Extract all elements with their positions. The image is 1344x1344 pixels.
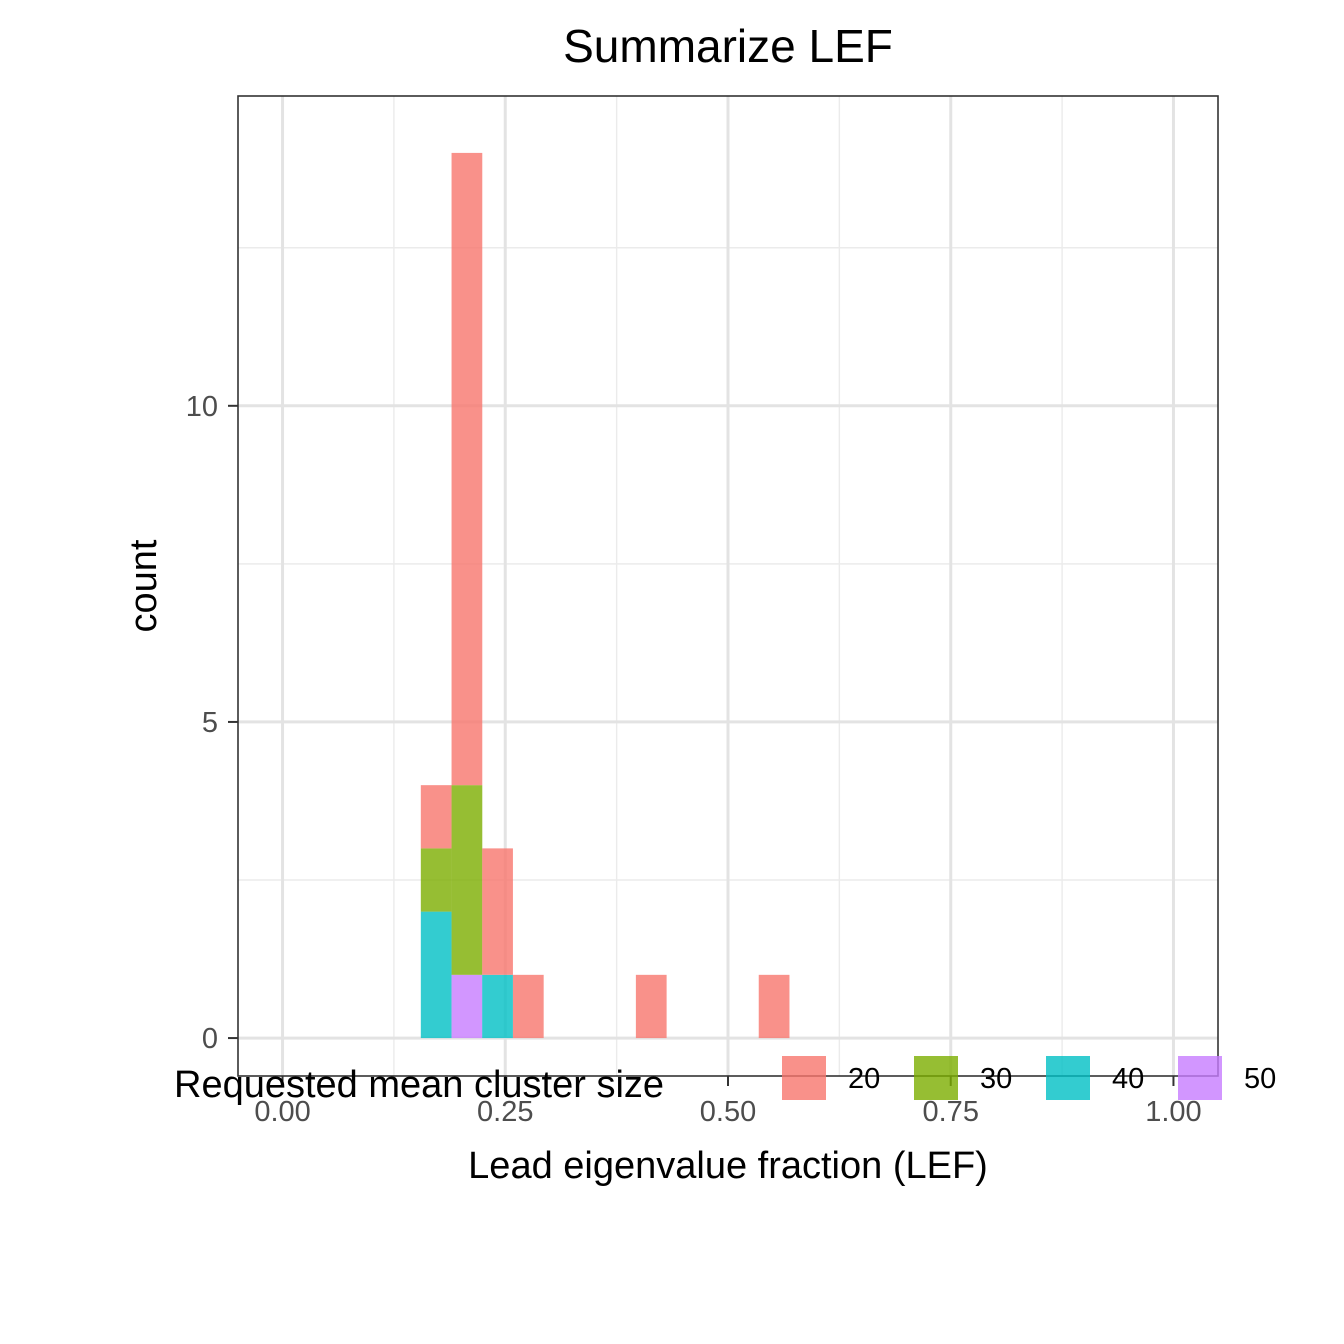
bar-series-20-bin-1 — [451, 152, 483, 786]
legend-title: Requested mean cluster size — [174, 1064, 664, 1106]
legend-key-40 — [1046, 1056, 1090, 1100]
x-tick-label: 0.75 — [923, 1096, 979, 1128]
chart-title: Summarize LEF — [563, 20, 893, 72]
bar-series-40-bin-2 — [482, 974, 513, 1039]
legend: Requested mean cluster size 20 30 40 50 — [174, 1056, 1276, 1106]
bar-series-20-bin-3 — [512, 974, 544, 1039]
legend-label-40: 40 — [1112, 1063, 1144, 1095]
bar-series-30-bin-0 — [420, 848, 452, 912]
bar-series-30-bin-1 — [451, 785, 483, 975]
grid-major — [238, 96, 1218, 1076]
legend-key-20 — [782, 1056, 826, 1100]
bar-series-20-bin-4 — [635, 974, 667, 1039]
y-axis: 0 5 10 — [186, 391, 238, 1055]
legend-label-30: 30 — [980, 1063, 1012, 1095]
y-tick-label: 0 — [202, 1023, 218, 1055]
bar-series-40-bin-0 — [420, 911, 452, 1039]
x-axis: 0.00 0.25 0.50 0.75 1.00 — [254, 1076, 1202, 1128]
x-tick-label: 0.50 — [700, 1096, 756, 1128]
x-axis-label: Lead eigenvalue fraction (LEF) — [468, 1145, 988, 1187]
bar-series-20-bin-5 — [758, 974, 790, 1039]
x-tick-label: 0.25 — [477, 1096, 533, 1128]
legend-label-50: 50 — [1244, 1063, 1276, 1095]
bar-series-50-bin-1 — [451, 974, 483, 1039]
bars — [420, 152, 790, 1039]
y-tick-label: 10 — [186, 391, 218, 423]
legend-key-50 — [1178, 1056, 1222, 1100]
y-axis-label: count — [123, 539, 165, 632]
x-tick-label: 1.00 — [1145, 1096, 1201, 1128]
y-tick-label: 5 — [202, 707, 218, 739]
bar-series-20-bin-2 — [482, 848, 513, 975]
legend-key-30 — [914, 1056, 958, 1100]
x-tick-label: 0.00 — [254, 1096, 310, 1128]
legend-label-20: 20 — [848, 1063, 880, 1095]
bar-series-20-bin-0 — [420, 785, 452, 849]
